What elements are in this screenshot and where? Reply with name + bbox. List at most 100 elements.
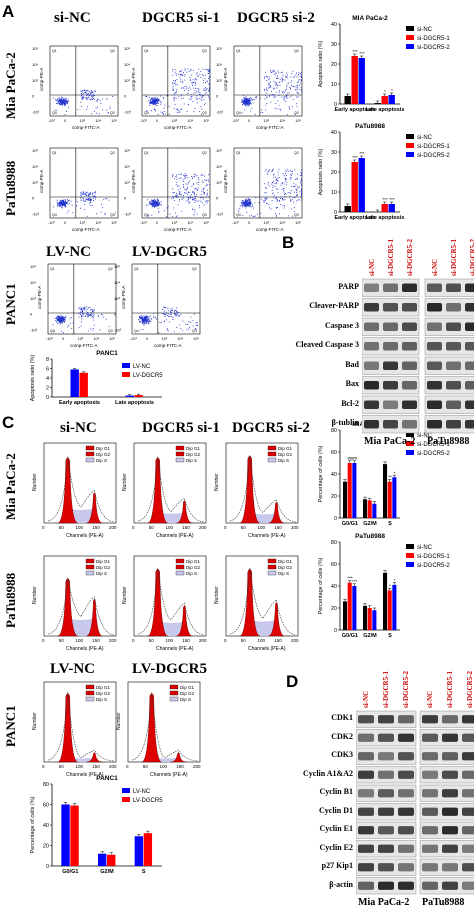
flow-dot [205,94,206,95]
flow-dot [180,188,181,189]
bar [135,395,143,397]
blot-band [398,882,414,890]
flow-dot [115,213,116,214]
flow-dot [285,193,286,194]
axis-tick-label: 0 [32,94,35,99]
flow-dot [69,203,70,204]
quadrant-label: Q4 [52,111,57,115]
flow-dot [61,99,62,100]
flow-dot [242,205,243,206]
flow-dot [92,205,93,206]
flow-dot [188,88,189,89]
flow-dot [264,183,265,184]
flow-dot [174,108,175,109]
flow-dot [276,73,277,74]
flow-dot [147,199,148,200]
flow-dot [194,81,195,82]
flow-dot [62,207,63,208]
flow-dot [280,110,281,111]
flow-dot [301,76,302,77]
bar [70,806,78,866]
flow-dot [83,198,84,199]
flow-dot [178,110,179,111]
flow-dot [197,325,198,326]
flow-dot [291,175,292,176]
flow-dot [84,200,85,201]
flow-dot [188,329,189,330]
flow-dot [269,77,270,78]
flow-dot [175,82,176,83]
blot-band [358,715,374,723]
x-axis-label: Channels (PE-A) [248,533,286,539]
flow-dot [176,177,177,178]
flow-dot [56,317,57,318]
quadrant-label: Q4 [52,213,57,217]
flow-dot [296,185,297,186]
flow-dot [274,97,275,98]
legend-swatch [170,697,178,701]
flow-dot [204,204,205,205]
flow-dot [192,101,193,102]
flow-dot [206,195,207,196]
flow-dot [189,71,190,72]
flow-dot [146,96,147,97]
flow-dot [184,175,185,176]
flow-dot [90,194,91,195]
flow-dot [250,202,251,203]
blot-band [383,420,398,429]
flow-dot [159,100,160,101]
flow-dot [61,203,62,204]
flow-dot [89,203,90,204]
flow-dot [190,195,191,196]
flow-dot [194,209,195,210]
flow-dot [144,323,145,324]
axis-tick-label: -10³ [48,119,55,123]
flow-dot [148,323,149,324]
axis-tick-label: 50 [241,525,247,530]
legend-label: Dip G2 [278,565,293,570]
flow-dot [187,93,188,94]
blot-band [378,734,394,742]
flow-col-title: si-NC [54,10,91,27]
flow-dot [299,85,300,86]
quadrant-label: Q4 [236,213,241,217]
quadrant-label: Q1 [144,49,149,53]
flow-dot [58,320,59,321]
blot-band [358,789,374,797]
x-axis-label: comp-FITC-A [72,125,100,130]
flow-dot [288,82,289,83]
flow-dot [80,312,81,313]
flow-dot [82,92,83,93]
axis-tick-label: 10³ [124,78,130,83]
flow-dot [62,97,63,98]
flow-dot [200,197,201,198]
flow-dot [182,330,183,331]
flow-dot [271,209,272,210]
blot-band [422,789,438,797]
flow-dot [80,102,81,103]
x-tick-label: S [142,869,146,875]
flow-dot [243,99,244,100]
blot-band [398,734,414,742]
flow-dot [89,95,90,96]
flow-dot [197,91,198,92]
flow-dot [272,190,273,191]
axis-tick-label: 10³ [30,296,36,301]
legend-label: Dip G1 [186,559,201,564]
flow-dot [180,111,181,112]
flow-dot [176,109,177,110]
flow-dot [177,186,178,187]
flow-dot [291,174,292,175]
protein-label: Cyclin D1 [290,806,353,815]
y-tick-label: 0 [334,516,337,522]
flow-dot [177,216,178,217]
flow-dot [56,103,57,104]
flow-dot [185,69,186,70]
flow-dot [279,213,280,214]
bar [107,855,115,866]
x-tick-label: Early apoptosis [59,400,100,406]
flow-dot [264,192,265,193]
flow-dot [94,309,95,310]
x-tick-label: G2/M [363,633,377,639]
